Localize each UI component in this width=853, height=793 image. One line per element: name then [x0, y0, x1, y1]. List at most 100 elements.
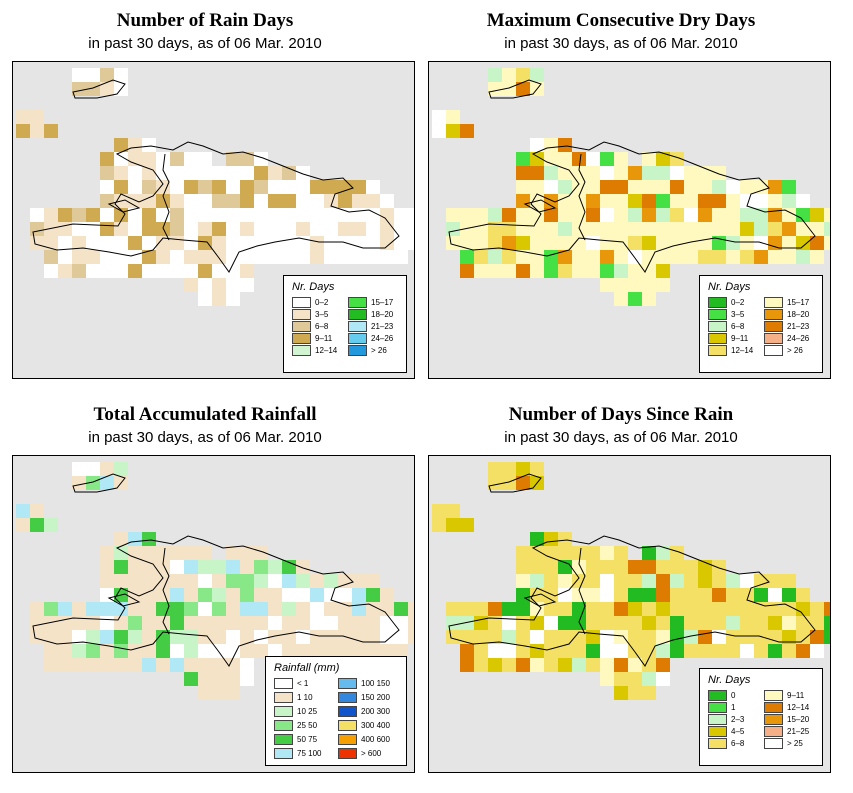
grid-cell — [30, 110, 44, 124]
grid-cell — [100, 166, 114, 180]
grid-cell — [240, 194, 254, 208]
grid-cell — [170, 264, 184, 278]
grid-cell — [544, 602, 558, 616]
grid-cell — [488, 82, 502, 96]
grid-cell — [128, 166, 142, 180]
grid-cell — [530, 68, 544, 82]
grid-cell — [530, 166, 544, 180]
grid-cell — [366, 236, 380, 250]
island-outline — [72, 79, 126, 99]
grid-cell — [408, 630, 414, 644]
grid-cell — [782, 194, 796, 208]
grid-cell — [768, 574, 782, 588]
grid-cell — [184, 546, 198, 560]
grid-cell — [740, 588, 754, 602]
grid-cell — [600, 658, 614, 672]
grid-cell — [72, 602, 86, 616]
grid-cell — [240, 180, 254, 194]
grid-cell — [380, 630, 394, 644]
legend-swatch — [348, 333, 367, 345]
grid-cell — [72, 68, 86, 82]
grid-cell — [614, 236, 628, 250]
grid-cell — [170, 616, 184, 630]
legend-label: 21–23 — [371, 322, 394, 331]
grid-cell — [656, 166, 670, 180]
grid-cell — [600, 574, 614, 588]
legend-item: 75 100 — [274, 748, 321, 760]
grid-cell — [516, 574, 530, 588]
legend-label: 10 25 — [297, 707, 318, 716]
grid-cell — [824, 208, 830, 222]
grid-cell — [268, 602, 282, 616]
grid-cell — [586, 546, 600, 560]
grid-cell — [656, 602, 670, 616]
grid-cell — [684, 588, 698, 602]
grid-cell — [614, 194, 628, 208]
grid-cell — [100, 68, 114, 82]
grid-cell — [226, 152, 240, 166]
legend-swatch — [764, 726, 783, 738]
grid-cell — [460, 616, 474, 630]
grid-cell — [460, 236, 474, 250]
grid-cell — [558, 532, 572, 546]
grid-cell — [628, 686, 642, 700]
grid-cell — [754, 194, 768, 208]
grid-cell — [810, 630, 824, 644]
grid-cell — [600, 152, 614, 166]
grid-cell — [226, 686, 240, 700]
grid-cell — [142, 658, 156, 672]
grid-cell — [586, 166, 600, 180]
grid-cell — [394, 644, 408, 658]
island-outline — [523, 593, 557, 607]
grid-cell — [240, 616, 254, 630]
grid-cell — [72, 236, 86, 250]
grid-cell — [44, 518, 58, 532]
grid-cell — [516, 630, 530, 644]
grid-cell — [128, 658, 142, 672]
grid-cell — [754, 602, 768, 616]
legend-label: 3–5 — [315, 310, 329, 319]
grid-cell — [474, 630, 488, 644]
grid-cell — [768, 250, 782, 264]
legend-title: Nr. Days — [708, 281, 751, 293]
grid-cell — [366, 574, 380, 588]
grid-cell — [128, 644, 142, 658]
grid-cell — [240, 574, 254, 588]
grid-cell — [114, 236, 128, 250]
grid-cell — [310, 588, 324, 602]
grid-cell — [156, 250, 170, 264]
grid-cell — [310, 236, 324, 250]
map-rainfall: Rainfall (mm) < 1 1 10 10 25 25 50 50 75 75 1… — [12, 455, 415, 773]
legend-swatch — [338, 748, 357, 760]
grid-cell — [740, 194, 754, 208]
grid-cell — [544, 166, 558, 180]
grid-cell — [240, 152, 254, 166]
grid-cell — [516, 476, 530, 490]
grid-cell — [240, 222, 254, 236]
grid-cell — [184, 644, 198, 658]
grid-cell — [184, 574, 198, 588]
grid-cell — [600, 588, 614, 602]
grid-cell — [254, 616, 268, 630]
legend-label: 1 — [731, 703, 736, 712]
grid-cell — [44, 250, 58, 264]
grid-cell — [44, 124, 58, 138]
grid-cell — [628, 602, 642, 616]
grid-cell — [516, 82, 530, 96]
grid-cell — [488, 250, 502, 264]
legend-swatch — [292, 297, 311, 309]
legend-label: 0–2 — [731, 298, 745, 307]
legend-swatch — [764, 702, 783, 714]
grid-cell — [100, 462, 114, 476]
grid-cell — [142, 222, 156, 236]
grid-cell — [502, 616, 516, 630]
grid-cell — [212, 180, 226, 194]
island-outline — [72, 473, 126, 493]
legend-item: 0 — [708, 690, 735, 702]
grid-cell — [170, 630, 184, 644]
grid-cell — [544, 208, 558, 222]
legend-swatch — [764, 345, 783, 357]
legend-item: 15–20 — [764, 714, 809, 726]
grid-cell — [366, 644, 380, 658]
grid-cell — [240, 644, 254, 658]
